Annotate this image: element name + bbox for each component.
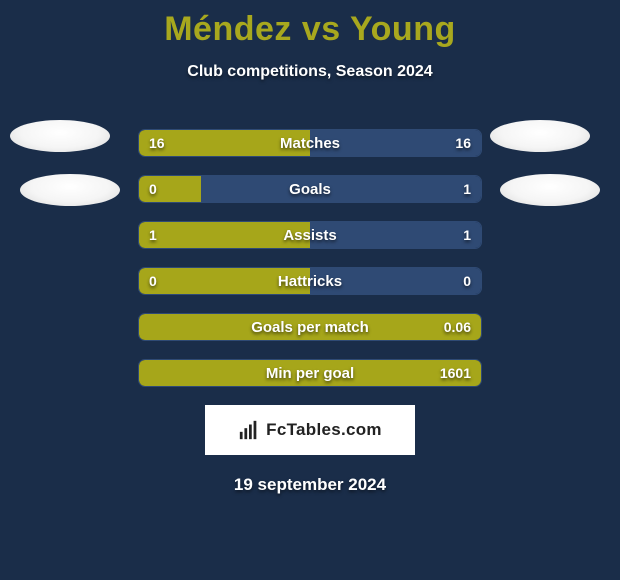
stat-row-hattricks: Hattricks00 — [138, 267, 482, 295]
stats-comparison: Matches1616 Goals01 Assists11 Hattricks00 Go… — [138, 129, 482, 387]
player-avatar-left-0 — [10, 120, 110, 152]
fctables-logo-icon — [238, 419, 260, 441]
date-text: 19 september 2024 — [0, 475, 620, 495]
stat-fill-right — [310, 222, 481, 248]
stat-fill-left — [139, 176, 201, 202]
stat-row-assists: Assists11 — [138, 221, 482, 249]
player-avatar-right-1 — [500, 174, 600, 206]
brand-box[interactable]: FcTables.com — [205, 405, 415, 455]
stat-fill-right — [310, 268, 481, 294]
stat-row-min-per-goal: Min per goal1601 — [138, 359, 482, 387]
stat-fill-right — [310, 130, 481, 156]
stat-row-matches: Matches1616 — [138, 129, 482, 157]
subtitle: Club competitions, Season 2024 — [0, 63, 620, 81]
stat-fill-left — [139, 268, 310, 294]
player-avatar-left-1 — [20, 174, 120, 206]
stat-fill-left — [139, 130, 310, 156]
stat-fill-left — [139, 360, 481, 386]
stat-fill-left — [139, 222, 310, 248]
player-avatar-right-0 — [490, 120, 590, 152]
stat-row-goals-per-match: Goals per match0.06 — [138, 313, 482, 341]
stat-row-goals: Goals01 — [138, 175, 482, 203]
page-title: Méndez vs Young — [0, 0, 620, 49]
brand-text: FcTables.com — [266, 420, 382, 440]
stat-fill-left — [139, 314, 481, 340]
stat-fill-right — [201, 176, 481, 202]
